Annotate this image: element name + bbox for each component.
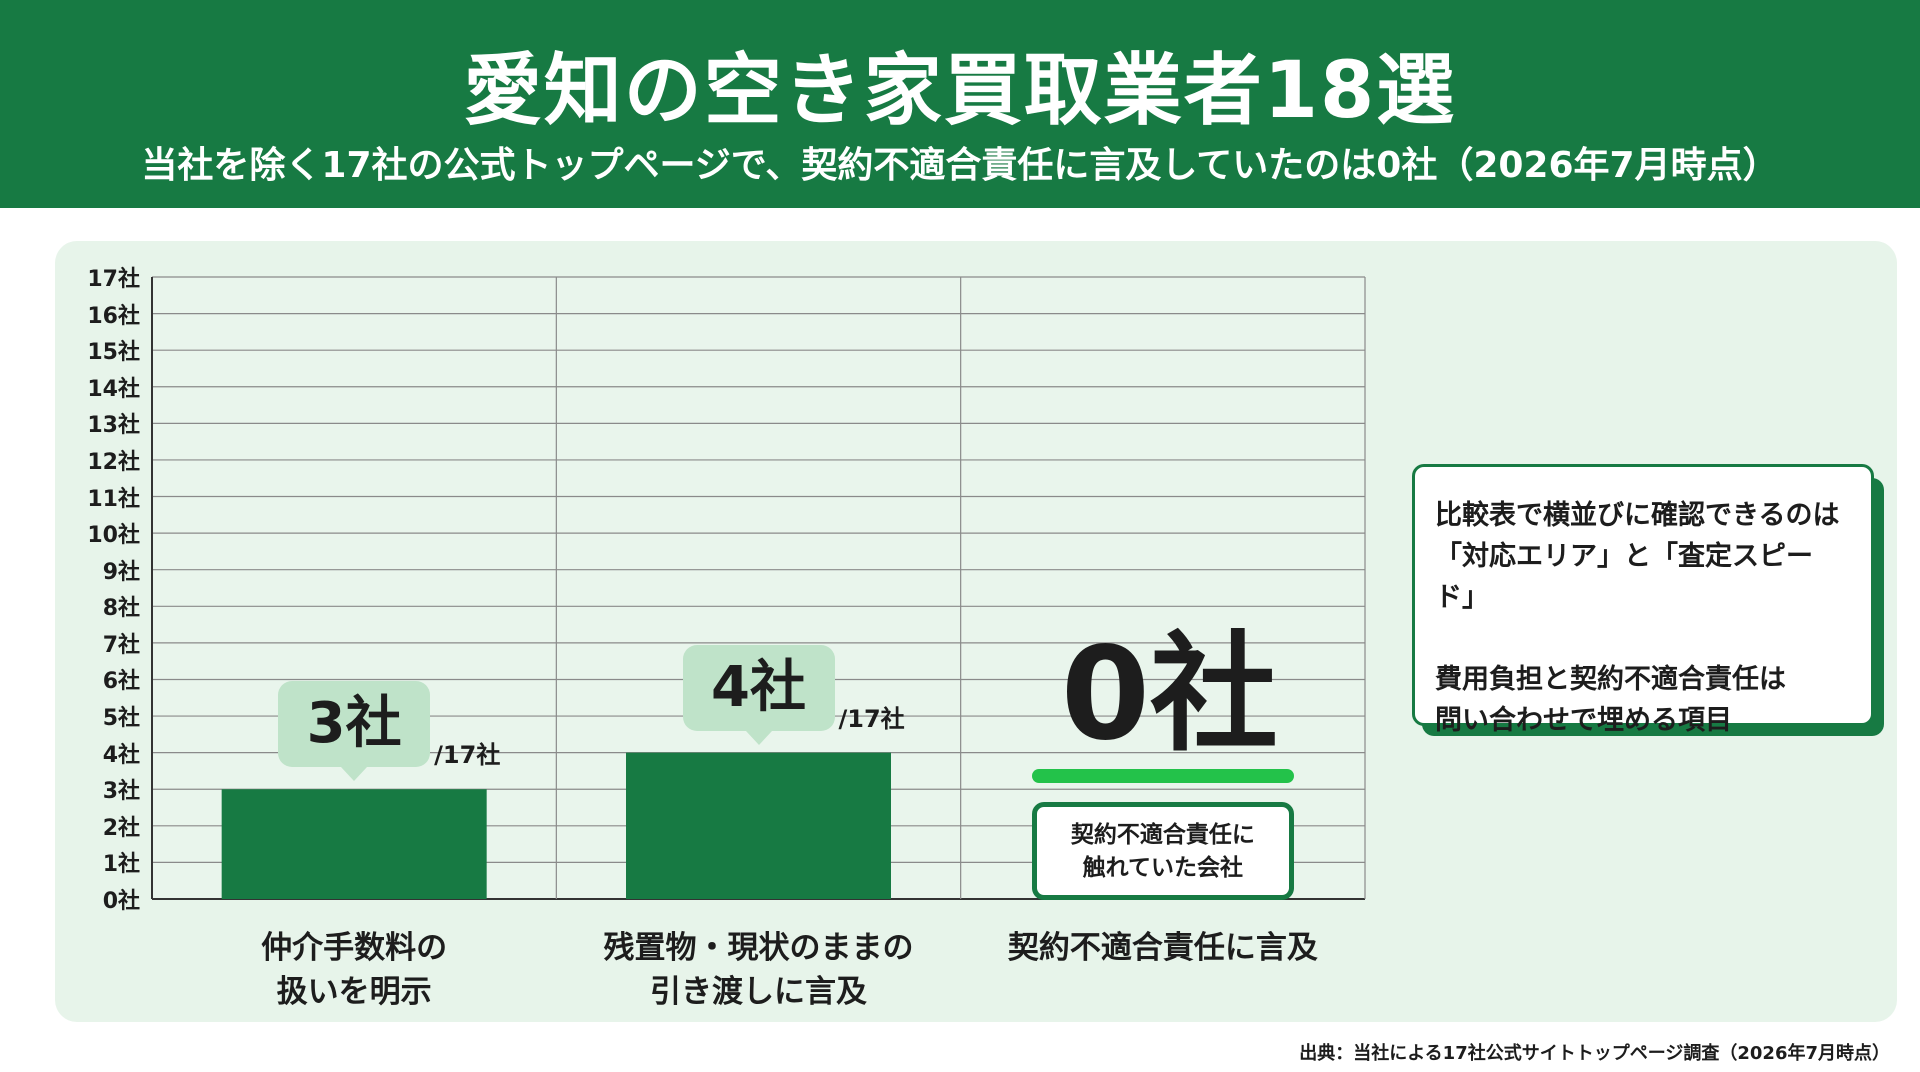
y-tick-label: 10社 [87, 523, 140, 549]
y-tick-label: 2社 [102, 815, 140, 841]
x-category-label: 残置物・現状のままの 引き渡しに言及 [569, 926, 949, 1014]
y-tick-label: 4社 [102, 742, 140, 768]
y-tick-label: 6社 [102, 669, 140, 695]
y-tick-label: 12社 [87, 449, 140, 475]
source-caption: 出典：当社による17社公式サイトトップページ調査（2026年7月時点） [1299, 1043, 1890, 1064]
y-tick-label: 0社 [102, 889, 140, 914]
denominator-label: /17社 [434, 741, 501, 770]
highlight-caption-line: 契約不適合責任に [1070, 822, 1255, 848]
data-label: 4社 [682, 644, 835, 745]
page-subtitle: 当社を除く17社の公式トップページで、契約不適合責任に言及していたのは0社（20… [141, 145, 1779, 186]
value-underline [1031, 769, 1294, 783]
page-title: 愛知の空き家買取業者18選 [463, 46, 1457, 136]
note-line: 比較表で横並びに確認できるのは [1435, 500, 1840, 531]
y-tick-label: 16社 [87, 303, 140, 329]
data-label: 3社 [278, 681, 431, 782]
y-tick-label: 17社 [87, 267, 140, 292]
y-tick-label: 1社 [102, 852, 140, 878]
note-line: 問い合わせで埋める項目 [1435, 705, 1732, 736]
y-tick-label: 3社 [102, 779, 140, 805]
denominator-label: /17社 [838, 704, 905, 733]
x-category-label-line: 残置物・現状のままの [603, 930, 914, 966]
highlight-caption-box: 契約不適合責任に 触れていた会社 [1031, 802, 1294, 900]
note-card: 比較表で横並びに確認できるのは 「対応エリア」と「査定スピード」 費用負担と契約… [1412, 464, 1874, 736]
x-category-label-line: 扱いを明示 [276, 974, 432, 1010]
y-tick-label: 7社 [102, 632, 140, 658]
bar [626, 752, 891, 899]
note-line: 「対応エリア」と「査定スピード」 [1435, 541, 1813, 613]
bar [221, 789, 487, 899]
y-tick-label: 13社 [87, 413, 140, 439]
highlight-caption-line: 触れていた会社 [1082, 855, 1243, 881]
y-tick-label: 9社 [102, 559, 140, 585]
y-tick-label: 14社 [87, 376, 140, 402]
x-category-label-line: 引き渡しに言及 [650, 974, 867, 1010]
data-label: 0社 [1060, 620, 1278, 769]
x-category-label-line: 契約不適合責任に言及 [1007, 930, 1318, 966]
x-category-label: 仲介手数料の 扱いを明示 [164, 926, 544, 1014]
y-tick-label: 15社 [87, 340, 140, 366]
note-spacer [1435, 618, 1853, 659]
x-category-label-line: 仲介手数料の [261, 930, 448, 966]
y-tick-label: 8社 [102, 596, 140, 622]
note-line: 費用負担と契約不適合責任は [1435, 664, 1786, 695]
x-category-label: 契約不適合責任に言及 [973, 926, 1353, 970]
y-tick-label: 5社 [102, 706, 140, 732]
header-banner: 愛知の空き家買取業者18選 当社を除く17社の公式トップページで、契約不適合責任… [0, 0, 1920, 208]
y-tick-label: 11社 [87, 486, 140, 512]
